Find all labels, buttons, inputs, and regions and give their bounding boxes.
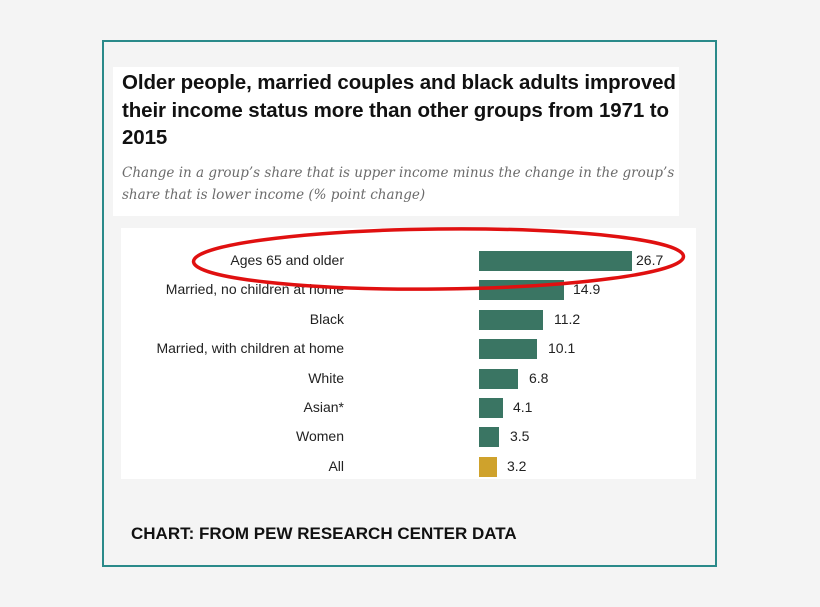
bar xyxy=(479,369,518,389)
bar-value: 6.8 xyxy=(529,370,549,386)
chart-title: Older people, married couples and black … xyxy=(122,71,676,149)
bar-label: Asian* xyxy=(303,399,344,415)
bar-value: 14.9 xyxy=(573,281,601,297)
bar-all xyxy=(479,457,497,477)
bar-row: Married, no children at home 14.9 xyxy=(121,279,696,301)
bar-row: White 6.8 xyxy=(121,368,696,390)
bar-row: Black 11.2 xyxy=(121,309,696,331)
bar-row: Ages 65 and older 26.7 xyxy=(121,250,696,272)
bar xyxy=(479,310,543,330)
bar xyxy=(479,427,499,447)
title-panel: Older people, married couples and black … xyxy=(113,67,679,216)
bar-label: White xyxy=(308,370,344,386)
bar-label: Women xyxy=(296,428,344,444)
bar-label: Ages 65 and older xyxy=(230,252,344,268)
bar xyxy=(479,251,632,271)
bar-label: Black xyxy=(309,311,344,327)
bar xyxy=(479,398,503,418)
bar-value: 11.2 xyxy=(554,311,581,327)
bar-row: Women 3.5 xyxy=(121,426,696,448)
bar xyxy=(479,339,537,359)
source-caption: CHART: FROM PEW RESEARCH CENTER DATA xyxy=(131,524,517,543)
bar-value: 4.1 xyxy=(513,399,533,415)
bar-label: Married, no children at home xyxy=(165,281,344,297)
bar-row: Asian* 4.1 xyxy=(121,397,696,419)
bar-row: Married, with children at home 10.1 xyxy=(121,338,696,360)
bar-value: 10.1 xyxy=(548,340,576,356)
bar xyxy=(479,280,564,300)
bar-row: All 3.2 xyxy=(121,456,696,478)
bar-value: 3.2 xyxy=(507,458,527,474)
bar-chart: Ages 65 and older 26.7 Married, no child… xyxy=(121,228,696,479)
bar-label: All xyxy=(328,458,344,474)
bar-label: Married, with children at home xyxy=(156,340,344,356)
bar-value: 3.5 xyxy=(510,428,530,444)
bar-value: 26.7 xyxy=(636,252,664,268)
chart-subtitle: Change in a group’s share that is upper … xyxy=(122,165,675,203)
